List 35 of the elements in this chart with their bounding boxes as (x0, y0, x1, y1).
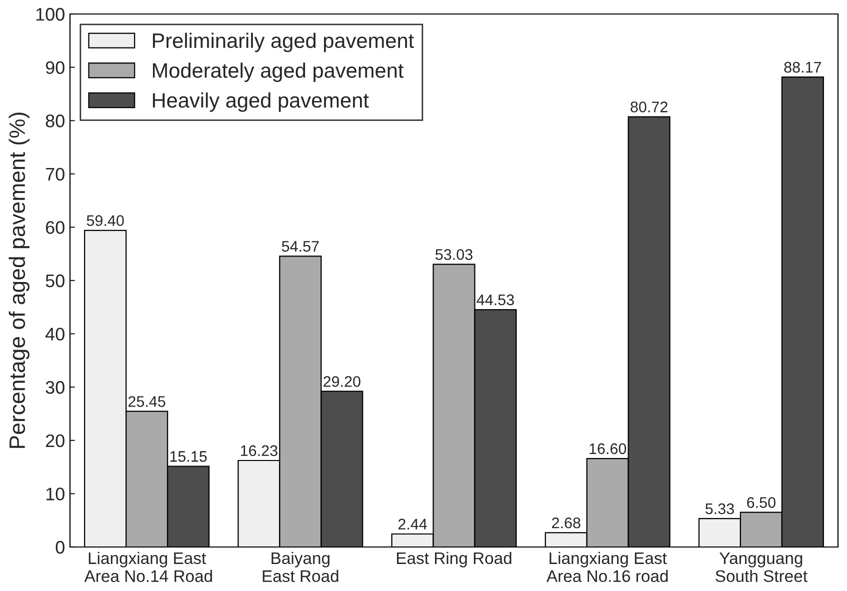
data-label: 2.68 (552, 517, 580, 528)
data-label: 53.03 (435, 249, 472, 260)
data-label: 59.40 (86, 215, 124, 226)
data-label: 80.72 (630, 102, 668, 112)
data-label: 16.60 (590, 443, 626, 454)
legend-label: Preliminarily aged pavement (152, 32, 414, 52)
y-tick-label: 70 (46, 168, 64, 181)
y-tick-label: 100 (36, 8, 64, 21)
x-tick-label: Liangxiang East Area No.16 road (546, 552, 668, 582)
legend-label: Moderately aged pavement (152, 62, 404, 82)
data-label: 15.15 (170, 451, 207, 462)
y-tick-label: 20 (46, 434, 64, 448)
data-label: 29.20 (324, 376, 360, 387)
x-tick-label: Liangxiang East Area No.14 Road (84, 552, 212, 582)
y-tick-label: 10 (46, 488, 64, 500)
data-label: 6.50 (747, 497, 776, 508)
y-tick-label: 90 (46, 61, 64, 74)
data-label: 25.45 (128, 396, 166, 407)
data-label: 2.44 (398, 518, 427, 530)
x-tick-label: East Ring Road (397, 552, 512, 568)
x-tick-label: Baiyang East Road (262, 552, 338, 582)
data-label: 88.17 (784, 62, 822, 73)
data-label: 54.57 (282, 241, 319, 252)
y-tick-label: 80 (46, 114, 64, 128)
y-tick-label: 0 (56, 540, 64, 554)
y-tick-label: 60 (46, 221, 64, 234)
x-tick-label: Yangguang South Street (716, 552, 808, 582)
legend-label: Heavily aged pavement (152, 92, 369, 112)
data-label: 5.33 (705, 503, 734, 514)
y-tick-label: 40 (45, 328, 64, 341)
y-tick-label: 50 (46, 274, 64, 288)
y-axis-title: Percentage of aged pavement (%) (8, 112, 30, 448)
data-label: 16.23 (240, 445, 278, 456)
y-tick-label: 30 (46, 381, 64, 394)
data-label: 44.53 (476, 294, 514, 306)
